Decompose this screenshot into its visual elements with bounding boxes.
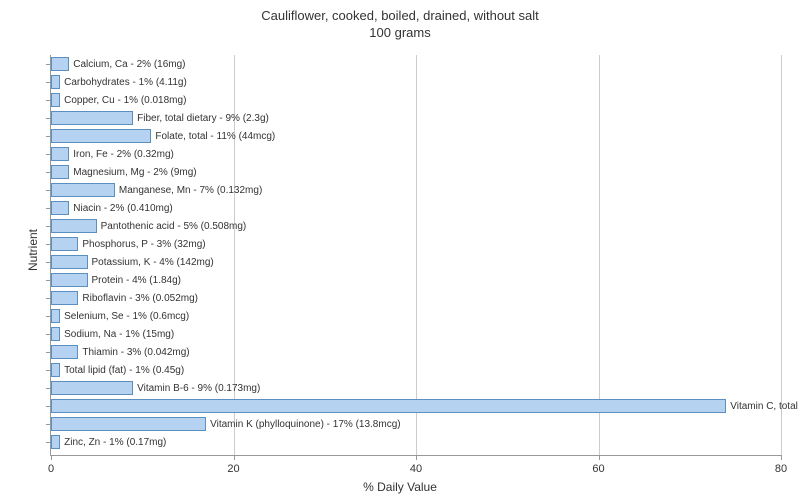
nutrient-label: Vitamin C, total ascorbic acid - 74% (44…: [730, 401, 800, 412]
nutrient-bar: [51, 147, 69, 161]
grid-line: [781, 55, 782, 455]
bar-row: Iron, Fe - 2% (0.32mg): [51, 147, 174, 161]
nutrient-bar: [51, 381, 133, 395]
x-tick: [416, 455, 417, 460]
nutrient-bar: [51, 345, 78, 359]
nutrient-bar: [51, 273, 88, 287]
nutrient-bar: [51, 57, 69, 71]
nutrient-label: Vitamin K (phylloquinone) - 17% (13.8mcg…: [210, 419, 400, 430]
nutrient-label: Calcium, Ca - 2% (16mg): [73, 59, 185, 70]
nutrient-label: Sodium, Na - 1% (15mg): [64, 329, 174, 340]
nutrient-label: Riboflavin - 3% (0.052mg): [82, 293, 198, 304]
bar-row: Zinc, Zn - 1% (0.17mg): [51, 435, 166, 449]
bar-row: Sodium, Na - 1% (15mg): [51, 327, 174, 341]
bar-row: Manganese, Mn - 7% (0.132mg): [51, 183, 262, 197]
y-axis-label: Nutrient: [26, 229, 40, 271]
nutrient-label: Fiber, total dietary - 9% (2.3g): [137, 113, 269, 124]
bar-row: Selenium, Se - 1% (0.6mcg): [51, 309, 189, 323]
nutrient-bar: [51, 363, 60, 377]
x-tick-label: 60: [592, 463, 604, 475]
nutrient-label: Total lipid (fat) - 1% (0.45g): [64, 365, 184, 376]
nutrient-label: Protein - 4% (1.84g): [92, 275, 182, 286]
nutrient-bar: [51, 435, 60, 449]
nutrient-bar: [51, 291, 78, 305]
nutrient-bar: [51, 417, 206, 431]
nutrient-label: Folate, total - 11% (44mcg): [155, 131, 275, 142]
bar-row: Magnesium, Mg - 2% (9mg): [51, 165, 197, 179]
chart-title: Cauliflower, cooked, boiled, drained, wi…: [0, 0, 800, 42]
nutrient-bar: [51, 75, 60, 89]
nutrient-bar: [51, 93, 60, 107]
nutrient-label: Copper, Cu - 1% (0.018mg): [64, 95, 186, 106]
bar-row: Potassium, K - 4% (142mg): [51, 255, 214, 269]
nutrient-label: Vitamin B-6 - 9% (0.173mg): [137, 383, 260, 394]
bar-row: Folate, total - 11% (44mcg): [51, 129, 275, 143]
nutrient-label: Zinc, Zn - 1% (0.17mg): [64, 437, 166, 448]
x-tick-label: 20: [227, 463, 239, 475]
x-tick: [234, 455, 235, 460]
nutrient-bar: [51, 129, 151, 143]
grid-line: [599, 55, 600, 455]
bar-row: Pantothenic acid - 5% (0.508mg): [51, 219, 246, 233]
title-line-1: Cauliflower, cooked, boiled, drained, wi…: [261, 8, 539, 23]
bar-row: Calcium, Ca - 2% (16mg): [51, 57, 186, 71]
x-tick-label: 80: [775, 463, 787, 475]
nutrient-bar: [51, 165, 69, 179]
title-line-2: 100 grams: [369, 25, 430, 40]
bar-row: Total lipid (fat) - 1% (0.45g): [51, 363, 184, 377]
nutrient-label: Carbohydrates - 1% (4.11g): [64, 77, 187, 88]
x-tick: [51, 455, 52, 460]
nutrient-bar: [51, 255, 88, 269]
bar-row: Thiamin - 3% (0.042mg): [51, 345, 190, 359]
nutrient-label: Pantothenic acid - 5% (0.508mg): [101, 221, 247, 232]
nutrient-bar: [51, 219, 97, 233]
nutrient-label: Magnesium, Mg - 2% (9mg): [73, 167, 196, 178]
bar-row: Riboflavin - 3% (0.052mg): [51, 291, 198, 305]
bar-row: Vitamin C, total ascorbic acid - 74% (44…: [51, 399, 800, 413]
nutrient-bar: [51, 327, 60, 341]
nutrient-bar: [51, 183, 115, 197]
nutrient-label: Niacin - 2% (0.410mg): [73, 203, 172, 214]
bar-row: Vitamin B-6 - 9% (0.173mg): [51, 381, 260, 395]
nutrient-label: Selenium, Se - 1% (0.6mcg): [64, 311, 189, 322]
bar-row: Copper, Cu - 1% (0.018mg): [51, 93, 186, 107]
nutrient-bar: [51, 237, 78, 251]
x-tick: [599, 455, 600, 460]
nutrient-label: Manganese, Mn - 7% (0.132mg): [119, 185, 262, 196]
nutrient-label: Iron, Fe - 2% (0.32mg): [73, 149, 174, 160]
plot-area: 020406080Calcium, Ca - 2% (16mg)Carbohyd…: [50, 55, 781, 456]
nutrient-bar: [51, 399, 726, 413]
nutrient-bar: [51, 111, 133, 125]
bar-row: Carbohydrates - 1% (4.11g): [51, 75, 187, 89]
nutrient-label: Thiamin - 3% (0.042mg): [82, 347, 189, 358]
bar-row: Phosphorus, P - 3% (32mg): [51, 237, 206, 251]
bar-row: Vitamin K (phylloquinone) - 17% (13.8mcg…: [51, 417, 401, 431]
bar-row: Fiber, total dietary - 9% (2.3g): [51, 111, 269, 125]
x-tick: [781, 455, 782, 460]
nutrient-bar: [51, 309, 60, 323]
grid-line: [416, 55, 417, 455]
nutrient-label: Phosphorus, P - 3% (32mg): [82, 239, 205, 250]
x-tick-label: 0: [48, 463, 54, 475]
bar-row: Protein - 4% (1.84g): [51, 273, 181, 287]
nutrient-bar: [51, 201, 69, 215]
x-axis-label: % Daily Value: [363, 480, 437, 494]
bar-row: Niacin - 2% (0.410mg): [51, 201, 173, 215]
nutrient-label: Potassium, K - 4% (142mg): [92, 257, 214, 268]
x-tick-label: 40: [410, 463, 422, 475]
nutrient-chart: Cauliflower, cooked, boiled, drained, wi…: [0, 0, 800, 500]
